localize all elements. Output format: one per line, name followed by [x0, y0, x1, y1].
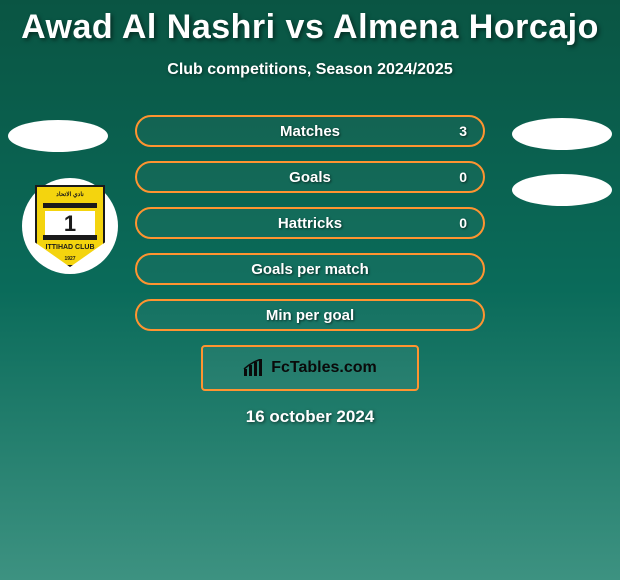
bar-chart-icon	[243, 359, 265, 377]
stat-value: 0	[459, 215, 467, 231]
stat-label: Min per goal	[266, 307, 354, 324]
stat-matches: Matches 3	[135, 115, 485, 147]
page-title: Awad Al Nashri vs Almena Horcajo	[0, 0, 620, 47]
stat-goals-per-match: Goals per match	[135, 253, 485, 285]
player-badge-left	[8, 120, 108, 152]
brand-text: FcTables.com	[271, 359, 377, 377]
club-name: ITTIHAD CLUB	[37, 244, 103, 251]
page-subtitle: Club competitions, Season 2024/2025	[0, 61, 620, 79]
snapshot-date: 16 october 2024	[0, 407, 620, 427]
club-year: 1927	[37, 256, 103, 262]
player-badge-right-1	[512, 118, 612, 150]
club-stripe	[43, 235, 97, 240]
stat-label: Matches	[280, 123, 340, 140]
club-stripe	[43, 203, 97, 208]
stat-label: Hattricks	[278, 215, 342, 232]
club-shield: نادي الاتحاد 1 ITTIHAD CLUB 1927	[35, 185, 105, 267]
stat-value: 0	[459, 169, 467, 185]
club-arabic-label: نادي الاتحاد	[37, 191, 103, 198]
brand-badge[interactable]: FcTables.com	[201, 345, 419, 391]
stat-label: Goals per match	[251, 261, 369, 278]
stat-hattricks: Hattricks 0	[135, 207, 485, 239]
club-logo: نادي الاتحاد 1 ITTIHAD CLUB 1927	[22, 178, 118, 274]
stats-list: Matches 3 Goals 0 Hattricks 0 Goals per …	[135, 115, 485, 331]
club-number: 1	[45, 211, 95, 237]
stat-label: Goals	[289, 169, 331, 186]
stat-goals: Goals 0	[135, 161, 485, 193]
player-badge-right-2	[512, 174, 612, 206]
stat-min-per-goal: Min per goal	[135, 299, 485, 331]
stat-value: 3	[459, 123, 467, 139]
